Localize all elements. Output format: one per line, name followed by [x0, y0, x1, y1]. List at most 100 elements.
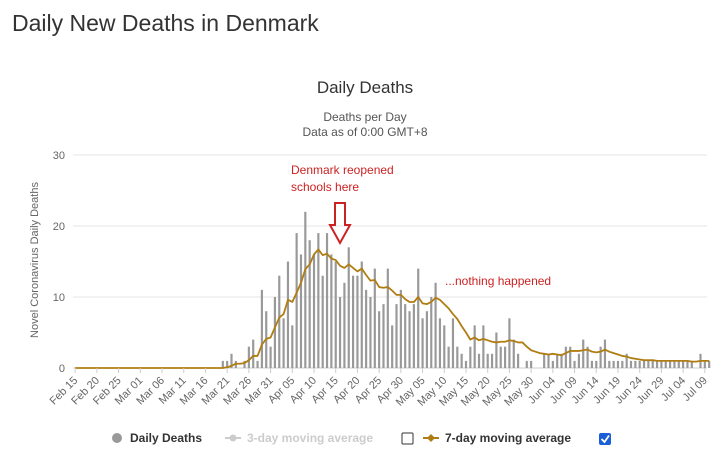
- bar: [612, 360, 615, 368]
- bar: [603, 339, 607, 368]
- legend-ma3[interactable]: 3-day moving average: [225, 431, 373, 445]
- bar: [434, 282, 437, 368]
- bar: [508, 318, 511, 368]
- bar: [564, 346, 567, 368]
- bar: [269, 346, 272, 368]
- bar: [595, 360, 598, 368]
- y-tick-label: 10: [53, 292, 65, 304]
- bar: [438, 318, 442, 368]
- bar: [408, 311, 411, 368]
- bar: [252, 339, 255, 368]
- page-title: Daily New Deaths in Denmark: [12, 10, 319, 36]
- chart-subtitle-line2: Data as of 0:00 GMT+8: [302, 125, 427, 139]
- bar: [621, 360, 624, 368]
- bar: [395, 304, 398, 368]
- grid-lines: [73, 154, 707, 369]
- bar: [530, 360, 533, 368]
- bar: [443, 325, 446, 368]
- checkmark-icon: [600, 434, 610, 444]
- legend-ma3-label: 3-day moving average: [247, 431, 373, 445]
- bar: [308, 240, 311, 368]
- bar: [586, 346, 589, 368]
- legend-ma7-checkbox[interactable]: [599, 433, 611, 445]
- annotation-nothing-happened: ...nothing happened: [445, 274, 551, 288]
- legend-ma3-marker: [229, 434, 237, 442]
- bar: [317, 233, 320, 368]
- bar: [490, 353, 494, 368]
- bar: [512, 339, 515, 368]
- bar: [573, 360, 576, 368]
- bar: [473, 325, 476, 368]
- bar: [391, 325, 394, 368]
- bar: [338, 297, 342, 368]
- y-axis-label: Novel Coronavirus Daily Deaths: [29, 182, 41, 338]
- bar: [599, 346, 602, 368]
- bar: [686, 360, 689, 368]
- bar: [256, 360, 259, 368]
- bar: [590, 360, 594, 368]
- bar: [477, 353, 481, 368]
- bar: [629, 360, 633, 368]
- bar: [382, 304, 385, 368]
- bar: [582, 339, 585, 368]
- bar: [499, 346, 502, 368]
- bar: [677, 360, 680, 368]
- bar: [347, 247, 350, 368]
- bar: [651, 360, 654, 368]
- bar: [221, 360, 224, 368]
- bar: [703, 360, 706, 368]
- legend-ma7-marker: [427, 434, 435, 442]
- bar: [399, 289, 402, 368]
- annotation-reopened-line1: Denmark reopened: [291, 163, 394, 177]
- bar: [369, 297, 372, 368]
- y-tick-labels: 0 10 20 30: [53, 150, 65, 375]
- bar: [690, 360, 693, 368]
- bar: [343, 282, 346, 368]
- bar: [625, 353, 628, 368]
- legend-ma7-checkbox-box: [599, 433, 611, 445]
- bar: [412, 304, 415, 368]
- bar: [291, 325, 294, 368]
- bar: [525, 360, 528, 368]
- bar: [260, 289, 263, 368]
- bar: [278, 275, 281, 368]
- bar: [226, 360, 229, 368]
- bar: [608, 360, 611, 368]
- legend-daily-deaths-label: Daily Deaths: [130, 431, 202, 445]
- y-tick-label: 30: [53, 150, 65, 162]
- bar: [404, 304, 407, 368]
- chart-title: Daily Deaths: [317, 78, 413, 97]
- legend-ma3-checkbox[interactable]: [401, 432, 414, 445]
- bar: [664, 360, 667, 368]
- legend-ma7[interactable]: 7-day moving average: [423, 431, 571, 445]
- bar: [464, 360, 468, 368]
- bar: [295, 233, 298, 368]
- bar: [273, 297, 277, 368]
- bar: [230, 353, 233, 368]
- bar: [556, 353, 559, 368]
- bar: [616, 360, 620, 368]
- bar: [543, 353, 546, 368]
- bar: [352, 275, 355, 368]
- bar: [682, 360, 685, 368]
- bar: [547, 353, 550, 368]
- bar: [673, 360, 676, 368]
- bar: [482, 325, 485, 368]
- bar: [282, 318, 285, 368]
- bar: [430, 297, 433, 368]
- ma7-line: [75, 248, 710, 369]
- bar: [456, 346, 459, 368]
- bar: [421, 318, 424, 368]
- bar: [286, 261, 290, 368]
- legend-daily-deaths[interactable]: Daily Deaths: [112, 431, 202, 445]
- bar: [417, 268, 420, 368]
- bar: [451, 318, 455, 368]
- bar: [378, 311, 381, 368]
- bar: [495, 332, 498, 368]
- bar: [425, 311, 428, 368]
- bar: [243, 360, 246, 368]
- bar: [360, 261, 363, 368]
- y-tick-label: 20: [53, 221, 65, 233]
